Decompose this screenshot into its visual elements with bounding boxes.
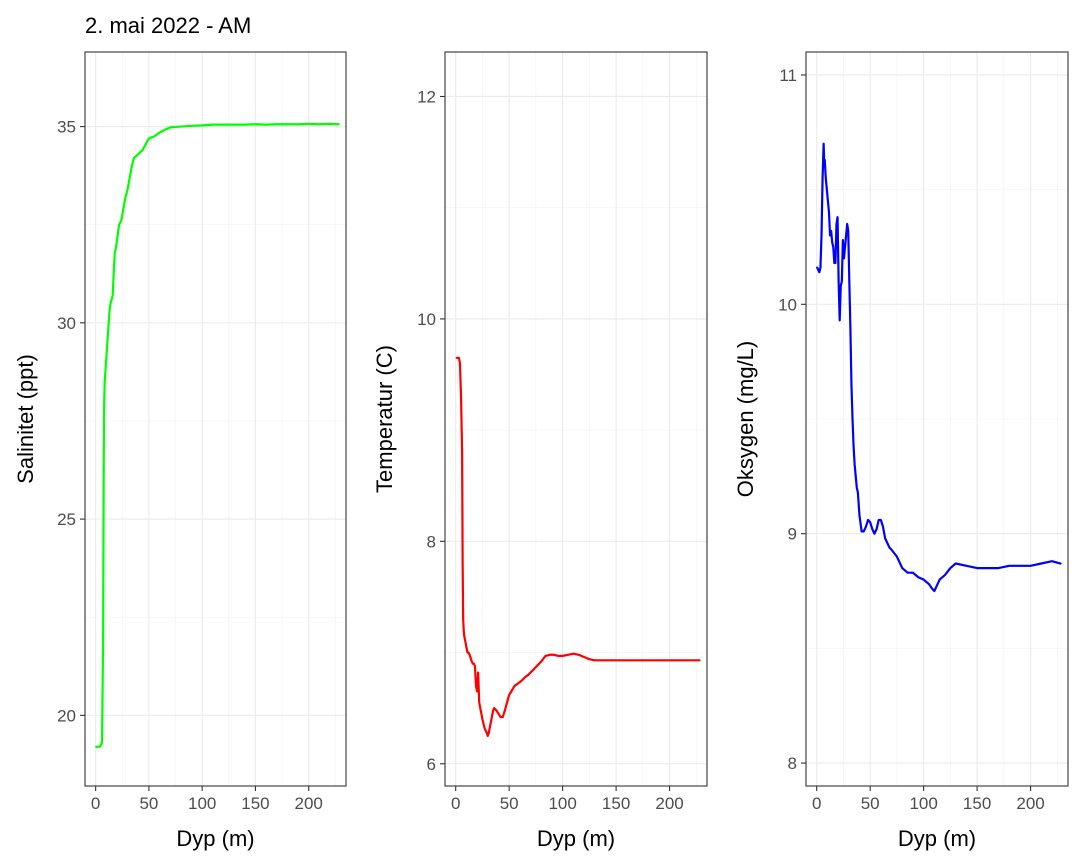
oxygen-x-tick-label: 100 — [909, 794, 937, 813]
salinity-series-line — [95, 122, 340, 748]
temperature-y-axis-title: Temperatur (C) — [372, 345, 397, 493]
temperature-x-tick-label: 150 — [602, 794, 630, 813]
salinity-y-tick-label: 20 — [57, 706, 76, 725]
temperature-panel: 0 50 100 150 200 6 8 10 12 Dyp (m) Temperatur (C) — [372, 51, 708, 851]
oxygen-x-tick-label: 150 — [963, 794, 991, 813]
salinity-x-tick-label: 0 — [91, 794, 100, 813]
oxygen-y-axis-title: Oksygen (mg/L) — [733, 341, 758, 498]
temperature-panel-border — [444, 51, 708, 787]
temperature-y-tick-label: 10 — [417, 310, 436, 329]
temperature-x-tick-label: 100 — [548, 794, 576, 813]
oxygen-x-axis-title: Dyp (m) — [898, 826, 976, 851]
salinity-panel: 0 50 100 150 200 20 25 30 35 Dyp (m) Salinitet (pp… — [13, 51, 347, 851]
temperature-x-tick-label: 50 — [500, 794, 519, 813]
salinity-x-tick-label: 100 — [188, 794, 216, 813]
oxygen-x-tick-label: 200 — [1016, 794, 1044, 813]
temperature-x-tick-label: 0 — [451, 794, 460, 813]
oxygen-y-tick-label: 9 — [788, 525, 797, 544]
salinity-x-tick-label: 50 — [139, 794, 158, 813]
salinity-y-tick-label: 35 — [57, 118, 76, 137]
temperature-y-tick-label: 6 — [427, 755, 436, 774]
oxygen-series-line — [816, 142, 1062, 593]
salinity-y-tick-label: 30 — [57, 314, 76, 333]
figure-title: 2. mai 2022 - AM — [85, 13, 251, 38]
oxygen-y-tick-label: 10 — [778, 295, 797, 314]
temperature-x-tick-label: 200 — [655, 794, 683, 813]
salinity-x-tick-label: 150 — [241, 794, 269, 813]
salinity-y-axis-title: Salinitet (ppt) — [13, 354, 38, 484]
temperature-series-line — [455, 356, 701, 738]
salinity-y-tick-label: 25 — [57, 510, 76, 529]
oxygen-y-tick-label: 11 — [779, 66, 797, 85]
salinity-x-axis-title: Dyp (m) — [176, 826, 254, 851]
temperature-x-axis-title: Dyp (m) — [537, 826, 615, 851]
oxygen-panel-border — [805, 51, 1069, 787]
oxygen-x-tick-label: 0 — [812, 794, 821, 813]
temperature-y-tick-label: 12 — [417, 87, 436, 106]
oxygen-x-tick-label: 50 — [861, 794, 880, 813]
salinity-panel-border — [84, 51, 347, 787]
temperature-y-tick-label: 8 — [427, 532, 436, 551]
oxygen-y-tick-label: 8 — [788, 754, 797, 773]
salinity-x-tick-label: 200 — [295, 794, 323, 813]
oxygen-panel: 0 50 100 150 200 8 9 10 11 Dyp (m) Oksygen (mg/L) — [733, 51, 1069, 851]
